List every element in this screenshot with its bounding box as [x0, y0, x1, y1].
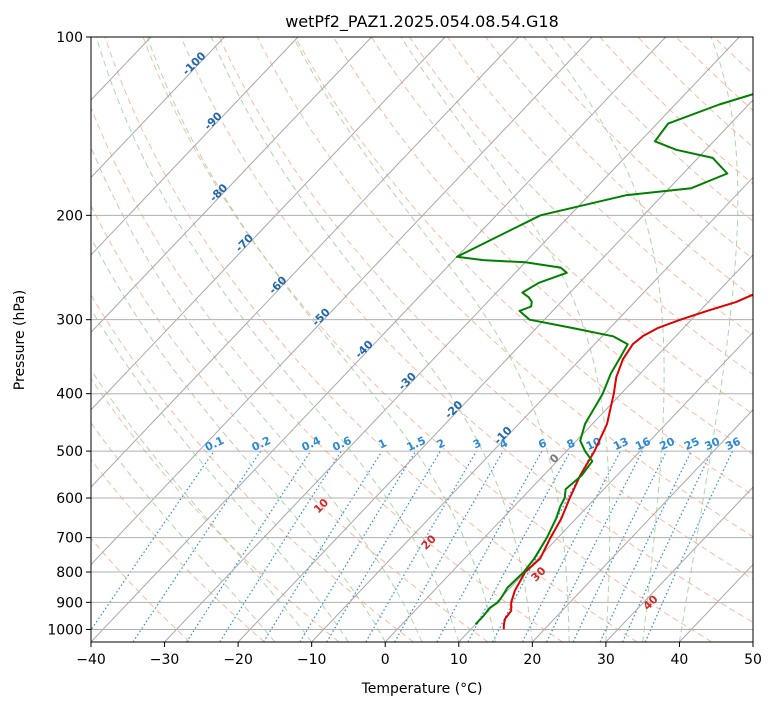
- chart-title: wetPf2_PAZ1.2025.054.08.54.G18: [285, 12, 559, 32]
- y-tick-label: 1000: [47, 622, 83, 638]
- x-tick-label: −10: [297, 652, 327, 668]
- dry-adiabat-line: [637, 37, 753, 148]
- isotherm-line: [91, 37, 446, 411]
- y-tick-label: 400: [56, 387, 83, 403]
- plot-area: -100-90-80-70-60-50-40-30-20-1000.1 0.2 0.…: [90, 36, 754, 643]
- isotherm-line: [605, 486, 753, 642]
- isotherm-line: [91, 37, 520, 488]
- isotherm-line: [91, 37, 667, 642]
- dry-adiabat-line: [409, 37, 753, 376]
- dry-adiabat-line: [91, 106, 563, 642]
- mixing-ratio-line: [436, 450, 543, 642]
- x-axis-label: Temperature (°C): [361, 681, 483, 697]
- mixing-ratio-label: 13: [611, 435, 630, 453]
- dewpoint-profile-line: [455, 93, 753, 625]
- moist-adiabat-line: [95, 37, 460, 642]
- isotherm-line: [91, 37, 593, 566]
- dry-adiabat-line: [485, 37, 753, 298]
- y-axis-label: Pressure (hPa): [12, 290, 28, 390]
- mixing-ratio-line: [299, 450, 417, 642]
- isotherm-line: [91, 37, 225, 179]
- dry-adiabat-line: [218, 37, 753, 580]
- x-tick-label: 10: [450, 652, 468, 668]
- mixing-ratio-label: 16: [633, 435, 653, 453]
- mixing-ratio-line: [394, 450, 504, 642]
- y-tick-label: 600: [56, 491, 83, 507]
- mixing-ratio-line: [219, 450, 342, 642]
- mixing-ratio-label: 25: [682, 435, 701, 453]
- x-tick-label: −30: [150, 652, 180, 668]
- isotherm-line: [164, 37, 740, 642]
- x-tick-label: 50: [744, 652, 762, 668]
- isotherm-line: [311, 176, 753, 642]
- dry-adiabat-line: [142, 37, 713, 642]
- y-tick-label: 700: [56, 531, 83, 547]
- isotherm-line: [91, 37, 299, 256]
- mixing-ratio-label: 30: [703, 435, 723, 453]
- dry-adiabats: [91, 37, 753, 642]
- moist-adiabat-line: [91, 422, 276, 642]
- y-tick-label: 800: [56, 565, 83, 581]
- mixing-ratio-label: 10: [584, 435, 604, 453]
- dry-adiabat-line: [91, 377, 340, 642]
- mixing-ratio-lines: [91, 450, 734, 642]
- isotherm-line: [91, 37, 372, 334]
- y-tick-label: 200: [56, 208, 83, 224]
- y-tick-label: 900: [56, 595, 83, 611]
- temperature-profile-line: [502, 293, 753, 630]
- x-tick-label: 0: [381, 652, 390, 668]
- dry-adiabat-line: [91, 293, 414, 642]
- pressure-gridlines: [91, 36, 753, 630]
- x-tick-label: 40: [671, 652, 689, 668]
- moist-adiabat-line: [544, 37, 665, 642]
- moist-adiabat-line: [678, 37, 739, 642]
- mixing-ratio-label: 20: [658, 435, 678, 453]
- x-tick-label: 30: [597, 652, 615, 668]
- dry-adiabat-line: [599, 37, 753, 185]
- moist-adiabat-line: [400, 37, 611, 642]
- isotherm-line: [384, 254, 753, 642]
- mixing-ratio-line: [91, 450, 215, 631]
- x-tick-label: 20: [523, 652, 541, 668]
- isotherms: [91, 37, 753, 642]
- x-tick-label: −20: [223, 652, 253, 668]
- isotherm-line: [458, 331, 753, 642]
- y-tick-label: 300: [56, 313, 83, 329]
- dry-adiabat-line: [371, 37, 753, 415]
- sounding-profiles: [455, 93, 753, 630]
- mixing-ratio-label: 36: [723, 435, 743, 453]
- mixing-ratio-line: [546, 450, 644, 642]
- mixing-ratio-line: [572, 450, 668, 642]
- isotherm-line: [237, 99, 753, 642]
- dry-adiabat-line: [180, 37, 753, 623]
- dry-adiabat-line: [91, 204, 489, 642]
- mixing-ratio-line: [186, 450, 312, 642]
- mixing-ratio-line: [467, 450, 571, 642]
- dry-adiabat-line: [294, 37, 753, 496]
- x-tick-label: −40: [76, 652, 106, 668]
- isotherm-line: [531, 408, 753, 642]
- y-tick-label: 100: [56, 30, 83, 46]
- moist-adiabat-line: [210, 37, 533, 642]
- moist-adiabat-line: [91, 146, 423, 642]
- dry-adiabat-line: [447, 37, 753, 337]
- dry-adiabat-line: [91, 458, 265, 642]
- dry-adiabat-line: [104, 37, 638, 642]
- moist-adiabat-line: [292, 37, 570, 642]
- plot-frame: [90, 36, 754, 643]
- y-tick-label: 500: [56, 444, 83, 460]
